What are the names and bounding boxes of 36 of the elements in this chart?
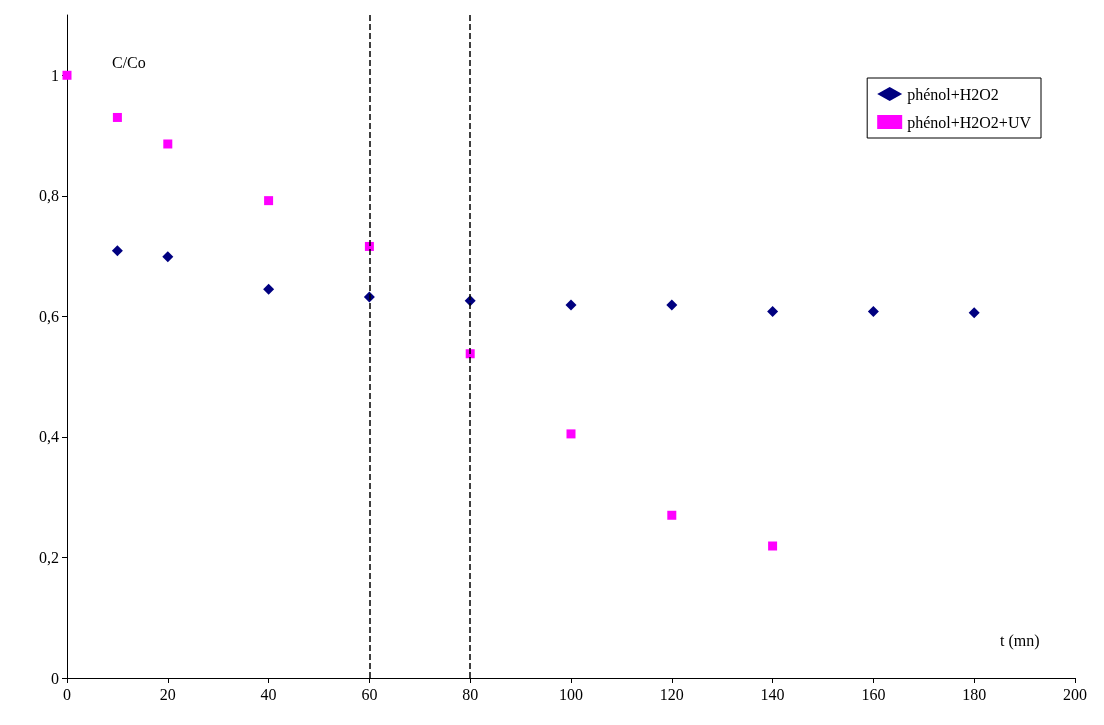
point [162,251,174,263]
point [163,139,173,149]
point [667,510,677,520]
legend-label: phénol+H2O2+UV [907,113,1032,132]
legend-label: phénol+H2O2 [907,85,999,104]
x-tick-label: 160 [861,685,886,703]
point [666,299,678,311]
x-tick-label: 40 [260,685,277,703]
point [566,429,576,439]
point [264,196,274,206]
x-axis-title: t (mn) [1000,631,1040,650]
y-axis-title: C/Co [112,53,146,71]
x-tick-label: 180 [962,685,987,703]
y-tick-label: 0,6 [39,307,59,325]
x-tick-label: 100 [559,685,583,703]
point [867,306,879,318]
point [565,299,577,311]
point [62,70,72,80]
y-tick-label: 0,4 [39,428,59,446]
point [263,283,275,295]
x-tick-label: 140 [760,685,785,703]
point [112,112,122,122]
y-tick-label: 0,8 [39,187,59,205]
point [768,541,778,551]
x-tick-label: 60 [361,685,378,703]
point [767,306,779,318]
x-tick-label: 20 [159,685,176,703]
x-tick-label: 200 [1063,685,1087,703]
point [968,307,980,319]
x-tick-label: 120 [659,685,684,703]
y-tick-label: 0,2 [39,548,59,566]
x-tick-label: 80 [462,685,479,703]
y-tick-label: 0 [51,669,59,687]
x-tick-label: 0 [63,685,71,703]
point [111,245,123,257]
y-tick-label: 1 [51,66,59,84]
